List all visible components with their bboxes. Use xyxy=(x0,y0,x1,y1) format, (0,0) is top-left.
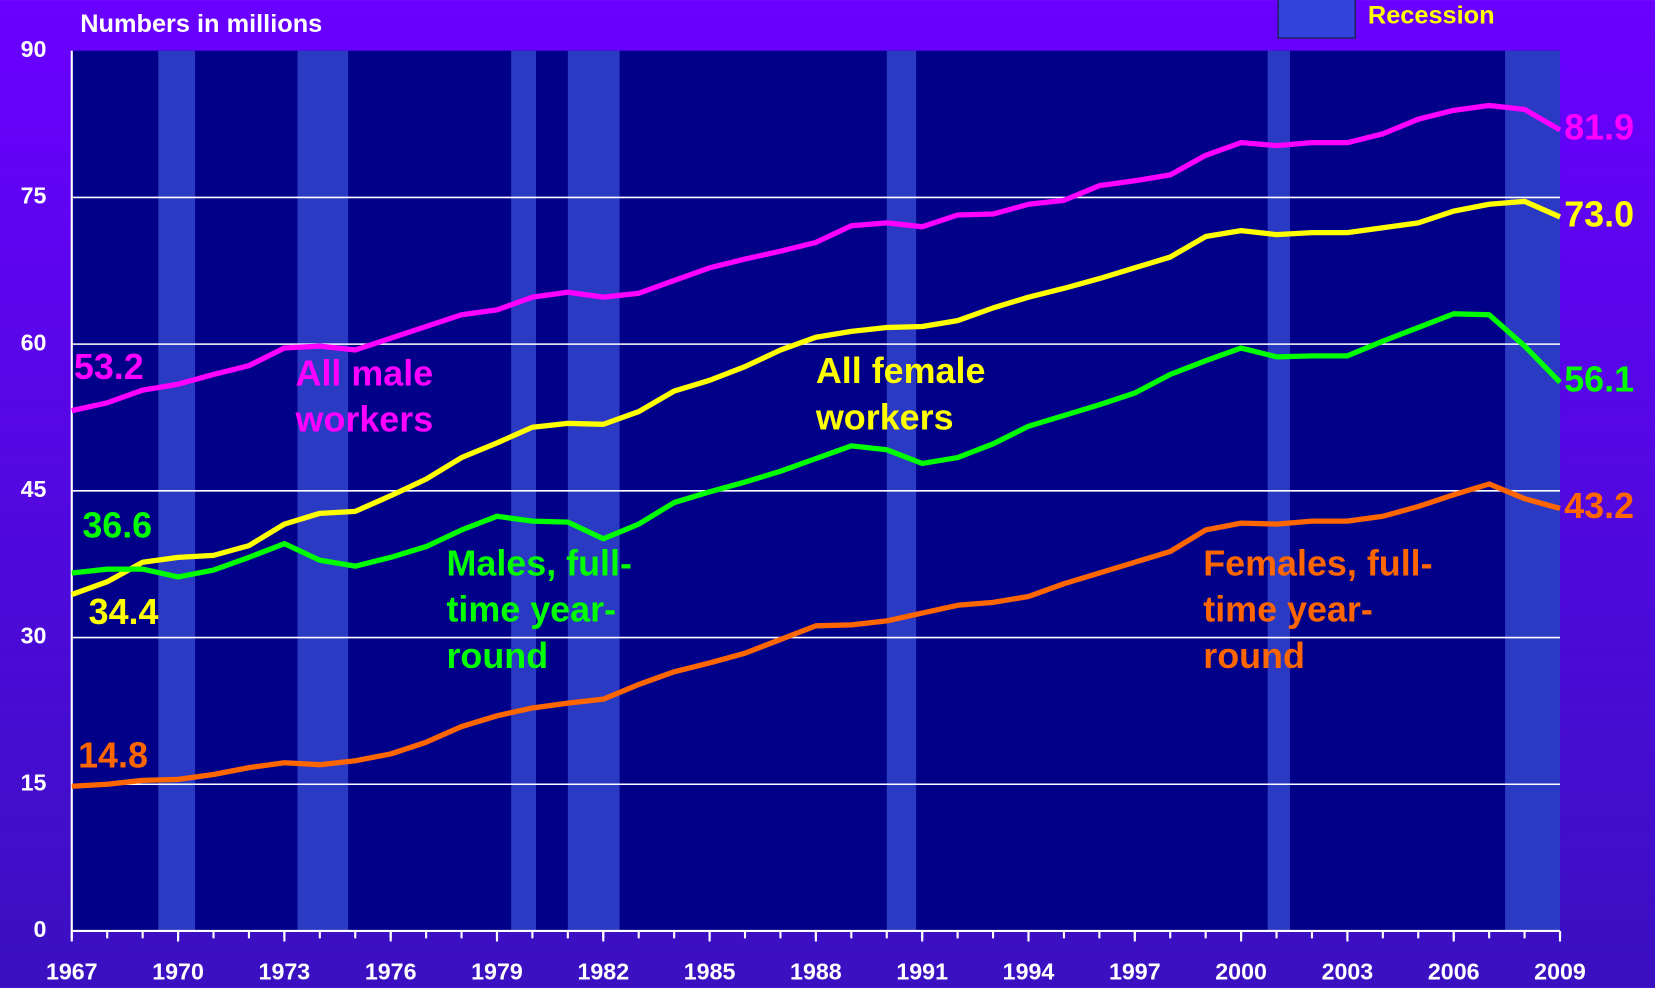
x-tick-label: 1994 xyxy=(1003,958,1055,984)
legend-swatch xyxy=(1277,0,1357,39)
legend-label: Recession xyxy=(1368,2,1495,30)
x-tick-label: 1976 xyxy=(365,958,417,984)
y-tick-label: 15 xyxy=(21,769,47,795)
axis-label: Numbers in millions xyxy=(80,10,322,38)
series-label: Females, full-time year-round xyxy=(1203,543,1433,677)
x-tick-label: 1997 xyxy=(1109,958,1161,984)
x-tick-label: 2009 xyxy=(1534,958,1586,984)
x-tick-label: 1970 xyxy=(152,958,204,984)
x-tick-label: 2006 xyxy=(1428,958,1480,984)
end-value-label: 81.9 xyxy=(1564,107,1634,147)
x-tick-label: 1991 xyxy=(896,958,948,984)
series-line xyxy=(70,198,1562,597)
end-value-label: 73.0 xyxy=(1564,194,1634,234)
y-tick-label: 45 xyxy=(21,476,47,502)
start-value-label: 34.4 xyxy=(89,592,159,632)
x-tick-label: 1982 xyxy=(577,958,629,984)
y-tick-label: 75 xyxy=(21,183,47,209)
y-tick-label: 90 xyxy=(21,36,47,62)
y-tick-label: 30 xyxy=(21,623,47,649)
y-tick-label: 60 xyxy=(21,329,47,355)
series-label-box: Females, full-time year-round xyxy=(1203,543,1433,677)
series-line xyxy=(71,311,1562,580)
x-tick-label: 1985 xyxy=(684,958,736,984)
series-label-box: Males, full-time year-round xyxy=(446,543,632,677)
x-tick-label: 2003 xyxy=(1322,958,1374,984)
series-line xyxy=(71,481,1561,789)
series-label-box: All female workers xyxy=(815,351,986,439)
start-value-label: 53.2 xyxy=(74,347,144,387)
series-label: All male workers xyxy=(295,353,434,441)
end-value-label: 56.1 xyxy=(1564,360,1634,400)
series-label: All female workers xyxy=(815,351,986,439)
end-value-label: 43.2 xyxy=(1564,486,1634,526)
start-value-label: 36.6 xyxy=(82,505,152,545)
series-label-box: All male workers xyxy=(295,353,434,441)
series-label: Males, full-time year-round xyxy=(446,543,632,677)
x-tick-label: 1979 xyxy=(471,958,523,984)
x-tick-label: 1967 xyxy=(46,958,98,984)
x-tick-label: 1988 xyxy=(790,958,842,984)
x-tick-label: 2000 xyxy=(1215,958,1267,984)
x-tick-label: 1973 xyxy=(259,958,311,984)
y-tick-label: 0 xyxy=(34,916,47,942)
series-line xyxy=(71,102,1562,414)
start-value-label: 14.8 xyxy=(78,735,148,775)
